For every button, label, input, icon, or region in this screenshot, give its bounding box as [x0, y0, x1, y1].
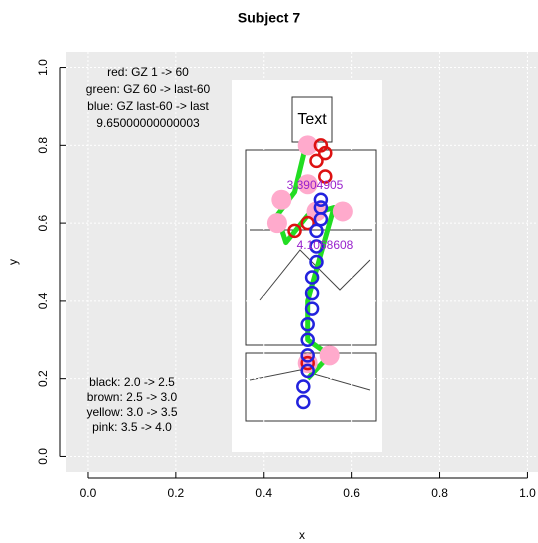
- x-tick-label: 0.4: [255, 486, 272, 500]
- gaze-point: [309, 254, 324, 270]
- gaze-point: [300, 332, 315, 348]
- legend-text: pink: 3.5 -> 4.0: [92, 420, 172, 434]
- y-tick-label: 0.0: [36, 448, 50, 465]
- legend-text: brown: 2.5 -> 3.0: [87, 390, 178, 404]
- gaze-point: [313, 138, 329, 153]
- fixation-blob: [271, 189, 292, 210]
- gaze-point: [296, 394, 311, 410]
- gaze-point: [300, 215, 315, 231]
- y-tick-label: 0.2: [36, 370, 50, 387]
- gaze-point: [309, 153, 324, 169]
- y-tick-label: 0.6: [36, 214, 50, 231]
- fixation-blob: [297, 135, 318, 156]
- y-axis-label: y: [6, 259, 20, 265]
- legend-text: blue: GZ last-60 -> last: [87, 99, 209, 113]
- y-tick-label: 1.0: [36, 59, 50, 76]
- gaze-point: [296, 379, 311, 394]
- x-axis-label: x: [299, 528, 305, 542]
- y-tick-label: 0.4: [36, 292, 50, 309]
- gaze-point: [318, 169, 333, 184]
- image-text: Text: [297, 111, 327, 128]
- gaze-point: [300, 363, 315, 379]
- x-tick-label: 0.6: [343, 486, 360, 500]
- gaze-point: [287, 223, 302, 239]
- gaze-point: [318, 145, 333, 161]
- legend-text: black: 2.0 -> 2.5: [89, 375, 175, 389]
- gaze-point: [304, 301, 320, 316]
- x-tick-label: 0.8: [431, 486, 448, 500]
- fixation-blob: [297, 174, 318, 195]
- legend-text: red: GZ 1 -> 60: [107, 65, 189, 79]
- legend-text: green: GZ 60 -> last-60: [86, 82, 211, 96]
- gaze-point: [300, 316, 315, 332]
- gaze-point: [304, 285, 320, 301]
- y-tick-label: 0.8: [36, 137, 50, 154]
- chart-title: Subject 7: [238, 10, 300, 26]
- fixation-blob: [319, 345, 340, 366]
- gaze-point: [313, 192, 329, 208]
- gaze-point: [300, 348, 315, 363]
- fixation-blob: [332, 201, 353, 222]
- x-tick-label: 0.0: [80, 486, 97, 500]
- gaze-point: [313, 200, 329, 215]
- x-tick-label: 1.0: [519, 486, 536, 500]
- annotation: 4.1068608: [297, 238, 354, 252]
- annotation: 3.3904905: [287, 178, 344, 192]
- legend-text: 9.65000000000003: [96, 116, 200, 130]
- gaze-point: [304, 270, 320, 285]
- x-tick-label: 0.2: [168, 486, 185, 500]
- gaze-point: [309, 239, 324, 254]
- gaze-point: [300, 355, 315, 371]
- fixation-blob: [266, 213, 287, 234]
- legend-text: yellow: 3.0 -> 3.5: [86, 405, 177, 419]
